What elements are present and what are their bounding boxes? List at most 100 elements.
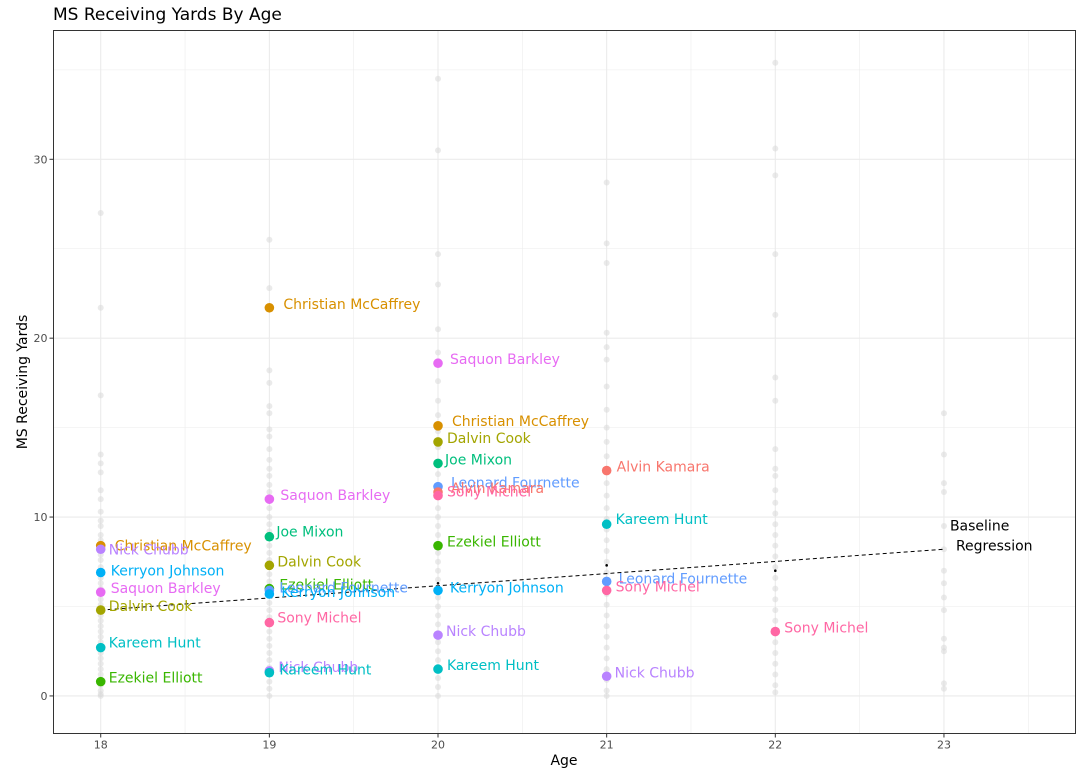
background-point	[97, 508, 104, 515]
background-point	[97, 460, 104, 467]
player-label: Dalvin Cook	[447, 431, 532, 447]
background-point	[266, 678, 273, 685]
player-label: Kareem Hunt	[616, 512, 709, 528]
x-tick-label: 19	[262, 739, 276, 752]
background-point	[435, 657, 442, 664]
player-label: Nick Chubb	[109, 542, 189, 558]
background-point	[772, 251, 779, 258]
background-point	[435, 549, 442, 556]
player-point	[264, 494, 275, 504]
player-point	[264, 589, 275, 599]
background-point	[772, 487, 779, 494]
background-point	[940, 680, 947, 687]
player-label: Nick Chubb	[615, 665, 695, 681]
background-point	[97, 655, 104, 662]
player-point	[601, 585, 612, 596]
player-label: Kerryon Johnson	[450, 580, 564, 596]
background-point	[435, 558, 442, 565]
background-point	[97, 522, 104, 529]
age-mean-point	[605, 564, 608, 567]
background-point	[266, 628, 273, 635]
background-point	[772, 397, 779, 404]
player-point	[95, 676, 106, 687]
baseline-regression-label-line1: Baseline	[950, 518, 1009, 534]
background-point	[97, 392, 104, 399]
player-label: Dalvin Cook	[277, 554, 362, 570]
background-point	[603, 383, 610, 390]
background-point	[435, 621, 442, 628]
player-point	[264, 560, 275, 571]
background-point	[603, 260, 610, 267]
background-point	[266, 410, 273, 417]
x-tick-label: 21	[600, 739, 614, 752]
background-point	[772, 660, 779, 667]
background-point	[266, 642, 273, 649]
age-mean-point	[774, 569, 777, 573]
player-point	[95, 544, 106, 555]
background-point	[772, 574, 779, 581]
background-point	[603, 424, 610, 431]
player-label: Kerryon Johnson	[281, 585, 395, 601]
background-point	[435, 594, 442, 601]
background-point	[435, 639, 442, 646]
background-point	[940, 685, 947, 692]
background-point	[772, 374, 779, 381]
background-point	[97, 469, 104, 476]
player-label: Alvin Kamara	[617, 460, 710, 476]
player-label: Saquon Barkley	[280, 488, 390, 504]
background-point	[603, 492, 610, 499]
background-point	[940, 580, 947, 587]
player-label: Kerryon Johnson	[111, 564, 225, 580]
background-point	[97, 209, 104, 216]
background-point	[603, 644, 610, 651]
player-label: Kareem Hunt	[279, 663, 372, 679]
background-point	[603, 601, 610, 608]
background-point	[435, 281, 442, 288]
background-point	[603, 356, 610, 363]
background-point	[266, 657, 273, 664]
background-point	[435, 576, 442, 583]
background-point	[772, 639, 779, 646]
background-point	[266, 379, 273, 386]
background-point	[435, 675, 442, 682]
background-point	[603, 406, 610, 413]
background-point	[266, 472, 273, 479]
background-point	[97, 692, 104, 699]
background-point	[266, 685, 273, 692]
x-axis-title: Age	[550, 753, 577, 769]
player-label: Sony Michel	[784, 621, 868, 637]
player-label: Ezekiel Elliott	[447, 535, 541, 551]
age-mean-point	[436, 581, 440, 585]
background-point	[266, 505, 273, 512]
background-point	[97, 671, 104, 678]
background-point	[97, 580, 104, 587]
background-point	[266, 571, 273, 578]
background-point	[435, 412, 442, 419]
background-point	[772, 650, 779, 657]
background-point	[435, 514, 442, 521]
background-point	[772, 617, 779, 624]
y-axis-title: MS Receiving Yards	[15, 315, 31, 450]
background-point	[940, 635, 947, 642]
player-point	[433, 630, 443, 640]
player-label: Christian McCaffrey	[452, 414, 589, 430]
background-point	[435, 648, 442, 655]
background-point	[603, 179, 610, 186]
panel-background	[53, 30, 1076, 734]
background-point	[97, 660, 104, 667]
background-point	[772, 607, 779, 614]
player-point	[433, 437, 443, 447]
background-point	[603, 569, 610, 576]
background-point	[266, 403, 273, 410]
background-point	[940, 594, 947, 601]
player-point	[601, 576, 612, 587]
player-label: Christian McCaffrey	[283, 297, 420, 313]
background-point	[603, 344, 610, 351]
background-point	[772, 172, 779, 179]
background-point	[435, 567, 442, 574]
x-tick-label: 18	[94, 739, 108, 752]
background-point	[266, 465, 273, 472]
player-label: Leonard Fournette	[619, 571, 748, 587]
y-tick-label: 30	[34, 153, 48, 166]
background-point	[435, 397, 442, 404]
